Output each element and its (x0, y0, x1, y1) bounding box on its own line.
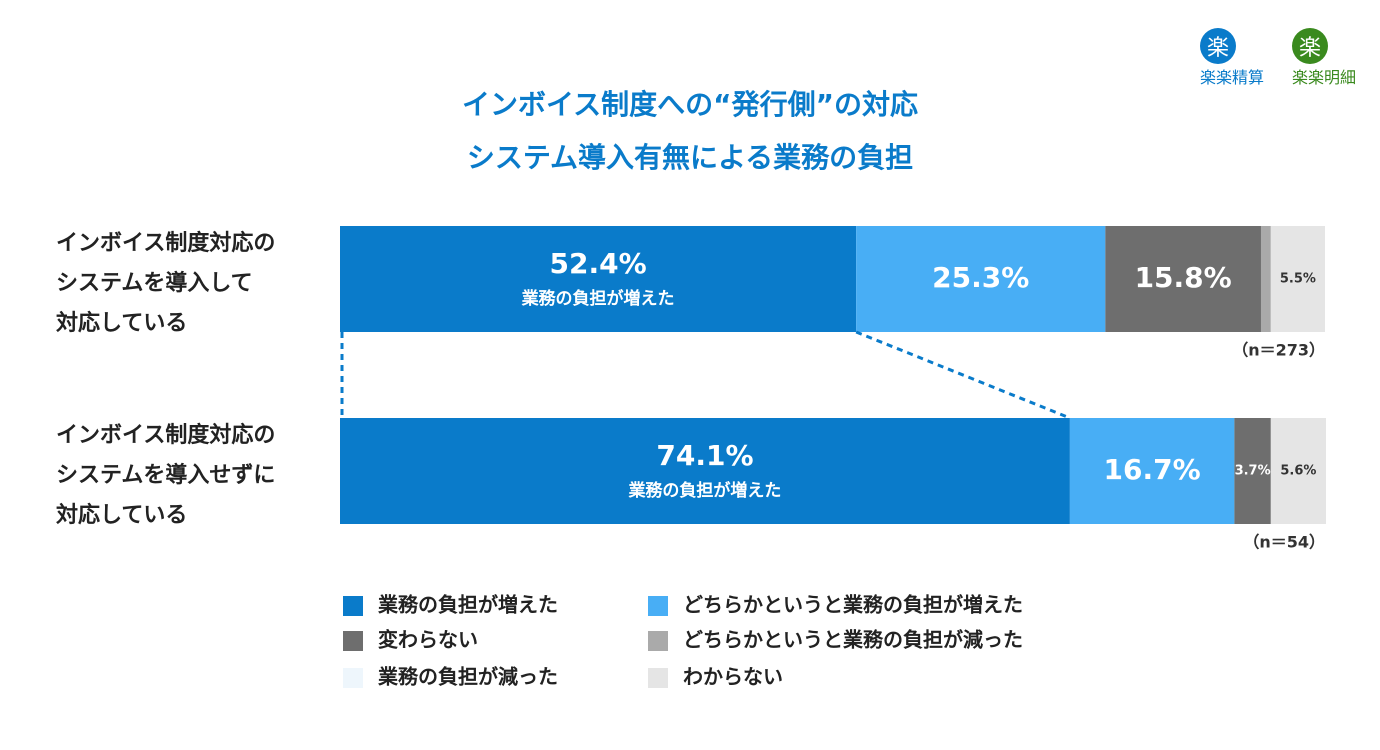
value-label: 15.8% (1135, 261, 1232, 294)
legend-label: どちらかというと業務の負担が減った (683, 628, 1023, 652)
bar-segment (1270, 226, 1325, 332)
legend-label: 業務の負担が増えた (378, 593, 558, 617)
chart-title: インボイス制度への“発行側”の対応 システム導入有無による業務の負担 (462, 88, 918, 174)
logos: 楽楽楽精算楽楽楽明細 (1199, 28, 1356, 88)
sample-size: （n＝273） (1232, 341, 1325, 360)
legend-label: どちらかというと業務の負担が増えた (683, 593, 1023, 617)
value-label: 74.1% (656, 439, 753, 472)
sample-size: （n＝54） (1243, 533, 1325, 552)
bar-segment (340, 226, 857, 332)
value-label: 16.7% (1104, 453, 1201, 486)
bar-segment (1260, 226, 1271, 332)
value-label: 25.3% (932, 261, 1029, 294)
bar-segment (1069, 418, 1235, 524)
logo: 楽楽楽明細 (1291, 28, 1356, 88)
segment-sublabel: 業務の負担が増えた (522, 288, 675, 309)
value-label: 52.4% (549, 247, 646, 280)
bar-segment (1270, 418, 1326, 524)
row-label: インボイス制度対応の システムを導入して 対応している (56, 231, 276, 336)
legend-swatch (343, 631, 363, 651)
legend-label: 業務の負担が減った (378, 665, 558, 689)
segment-sublabel: 業務の負担が増えた (628, 480, 781, 501)
value-label: 5.5% (1280, 272, 1316, 287)
bar-segment (1234, 418, 1271, 524)
bar-segment (340, 418, 1070, 524)
legend-swatch (648, 668, 668, 688)
legend-swatch (648, 631, 668, 651)
value-label: 5.6% (1280, 464, 1316, 479)
legend-label: 変わらない (378, 628, 478, 652)
logo: 楽楽楽精算 (1199, 28, 1264, 88)
legend-swatch (648, 596, 668, 616)
logo-icon: 楽 (1199, 28, 1236, 64)
connector (855, 330, 1071, 420)
row-label: インボイス制度対応の システムを導入せずに 対応している (56, 423, 276, 528)
value-label: 3.7% (1235, 464, 1271, 479)
logo-icon: 楽 (1291, 28, 1328, 64)
legend-swatch (343, 596, 363, 616)
legend-label: わからない (683, 665, 783, 689)
legend-swatch (343, 668, 363, 688)
bar-segment (1105, 226, 1261, 332)
logo-name: 楽楽明細 (1291, 68, 1356, 87)
logo-name: 楽楽精算 (1199, 68, 1264, 87)
bar-segment (856, 226, 1106, 332)
